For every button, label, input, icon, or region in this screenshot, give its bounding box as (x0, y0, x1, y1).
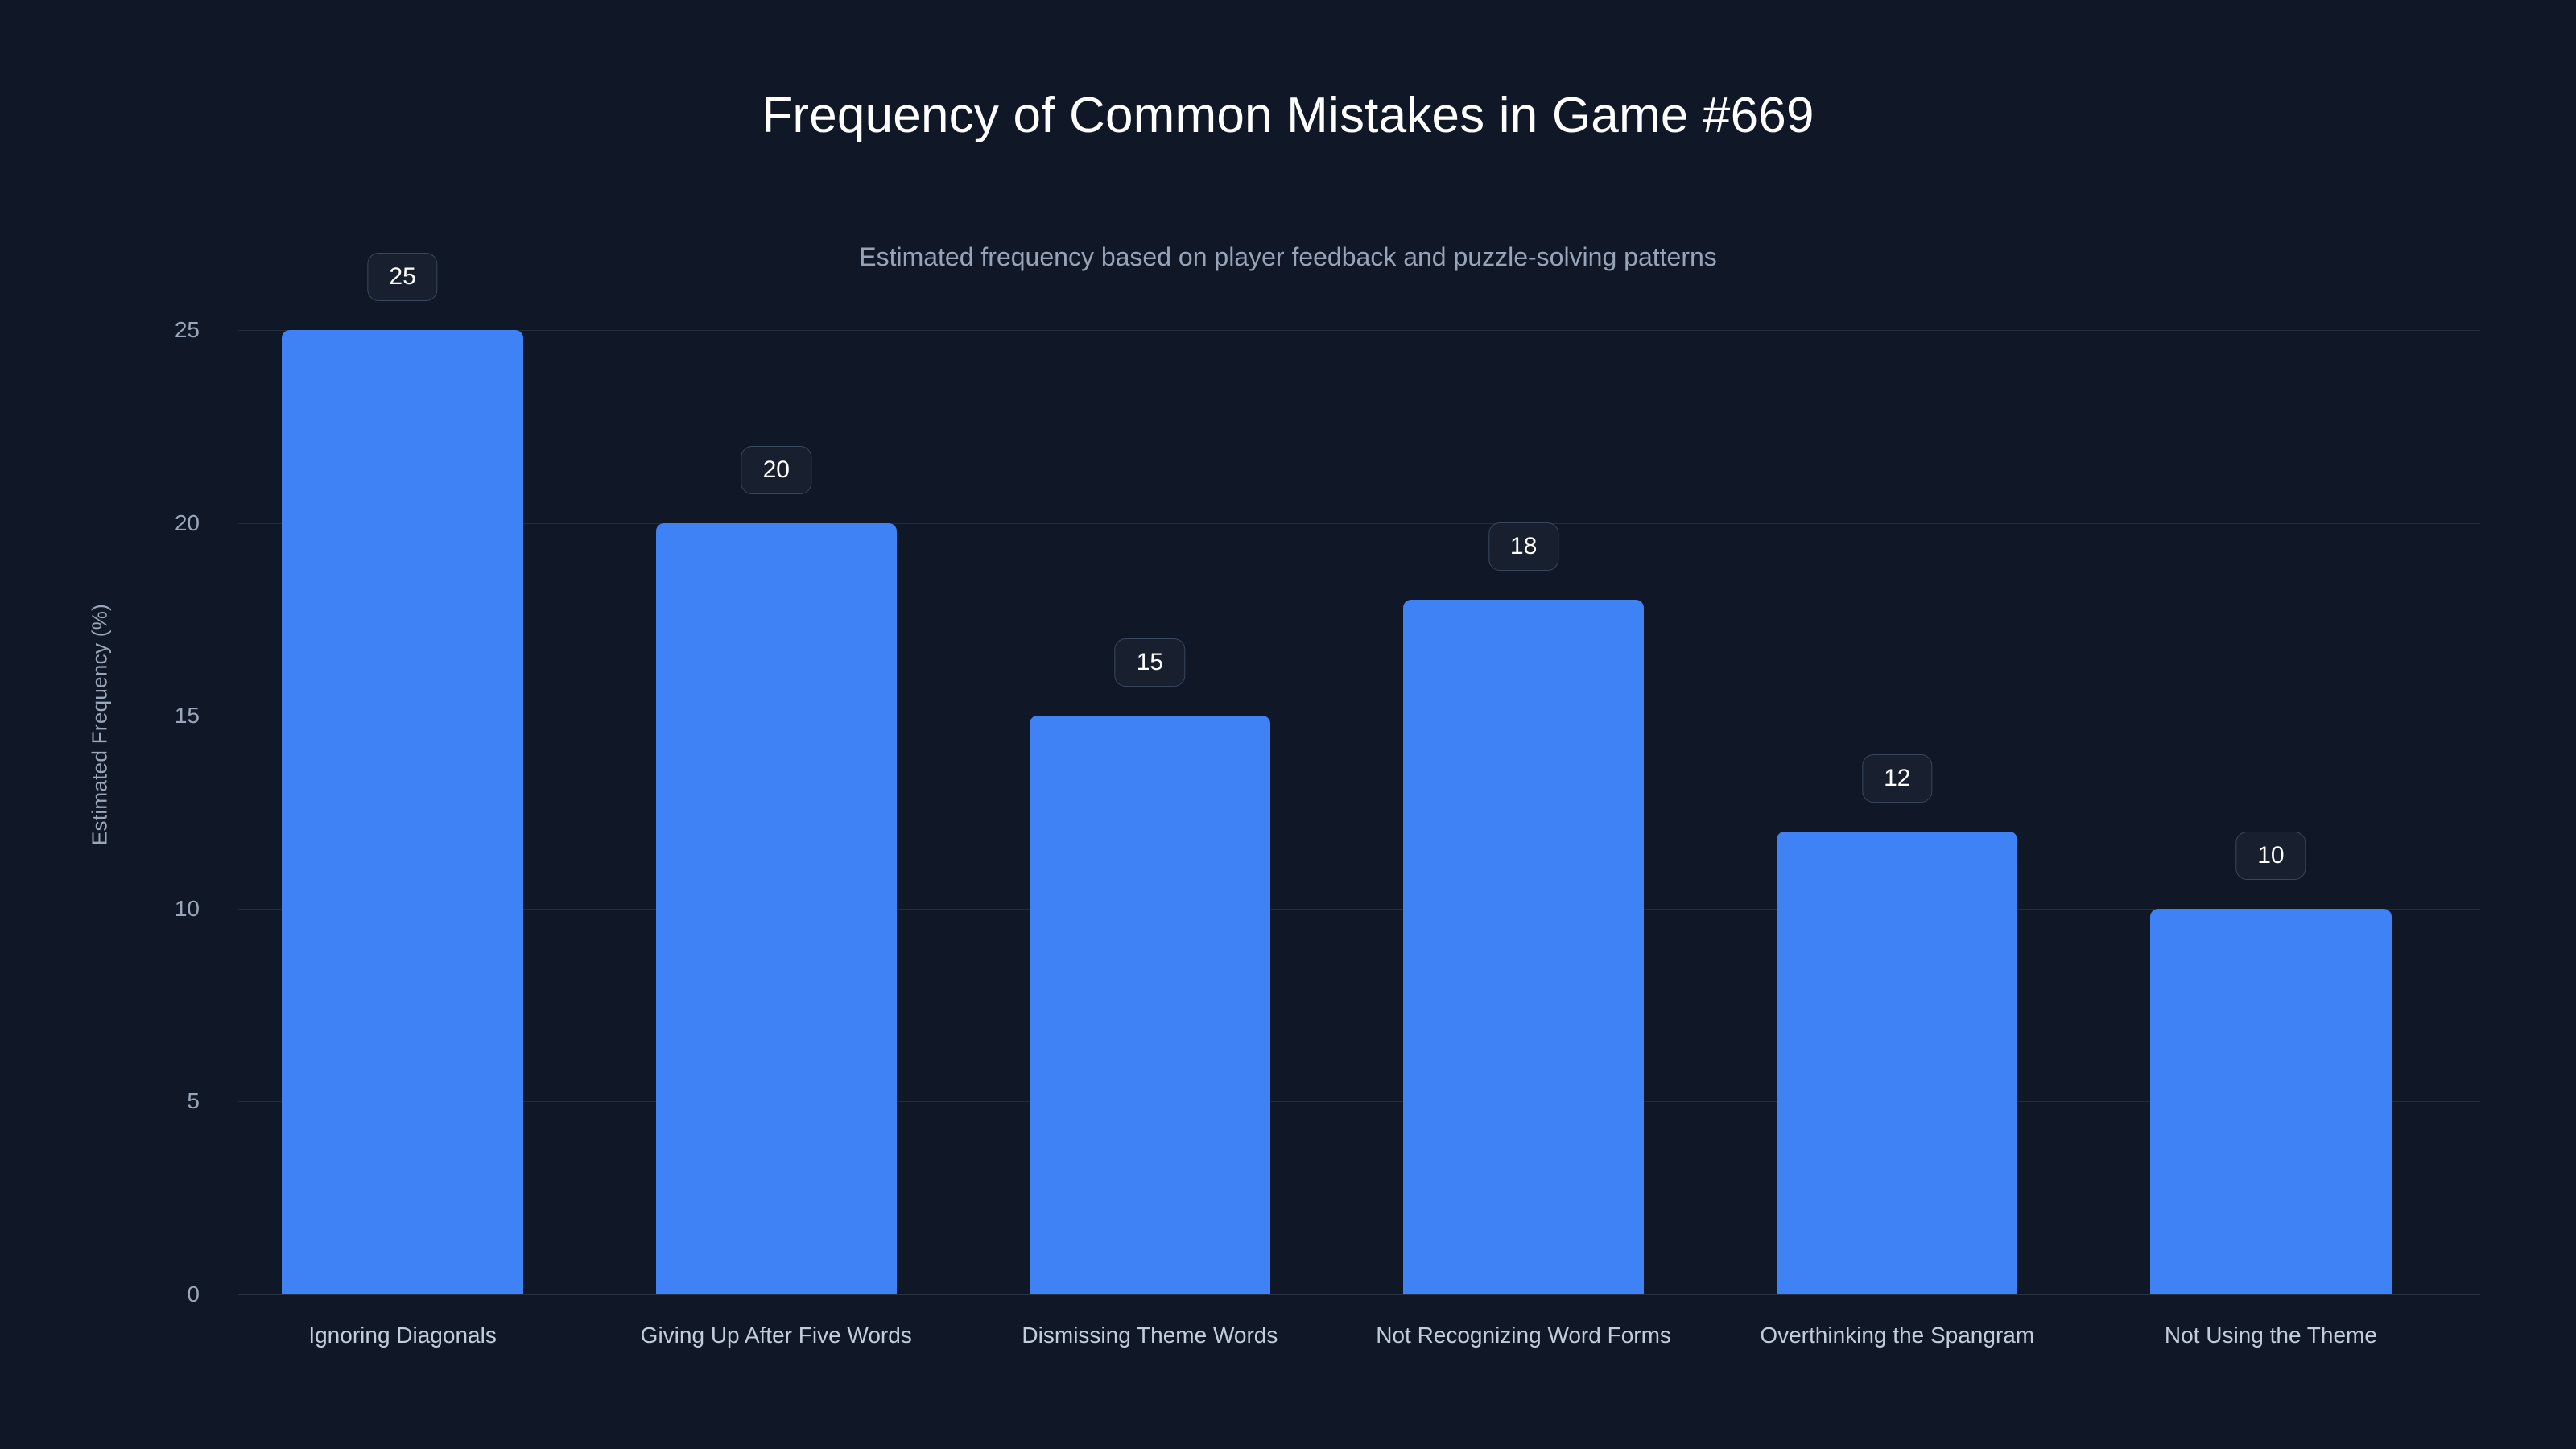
bar[interactable] (655, 522, 897, 1294)
plot-area (238, 330, 2480, 1295)
bar[interactable] (282, 330, 523, 1294)
gridline (238, 330, 2480, 331)
bar[interactable] (2150, 908, 2392, 1294)
x-axis-tick-label: Overthinking the Spangram (1760, 1323, 2035, 1348)
x-axis-tick-label: Giving Up After Five Words (640, 1323, 912, 1348)
gridline (238, 522, 2480, 524)
bar-value-badge: 12 (1862, 753, 1933, 803)
x-axis-tick-label: Dismissing Theme Words (1022, 1323, 1278, 1348)
gridline (238, 908, 2480, 910)
bar-value-badge: 25 (367, 253, 438, 301)
bar-value-badge: 10 (2235, 831, 2306, 880)
y-axis-tick-label: 0 (187, 1282, 200, 1307)
bar[interactable] (1402, 600, 1645, 1294)
bar[interactable] (1777, 831, 2018, 1294)
y-axis-tick-label: 25 (174, 317, 200, 342)
x-axis-tick-label: Not Recognizing Word Forms (1376, 1323, 1671, 1348)
x-axis-tick-label: Ignoring Diagonals (308, 1323, 497, 1348)
bar-value-badge: 15 (1114, 638, 1186, 687)
bar-value-badge: 20 (741, 445, 811, 494)
bar[interactable] (1029, 716, 1271, 1294)
gridline (238, 1101, 2480, 1103)
y-axis-tick-label: 20 (174, 510, 200, 535)
y-axis-tick-label: 15 (174, 703, 200, 729)
y-axis-tick-label: 10 (174, 895, 200, 921)
gridline (238, 1294, 2480, 1295)
y-axis-tick-label: 5 (187, 1088, 200, 1114)
x-axis-tick-label: Not Using the Theme (2164, 1323, 2377, 1348)
bar-value-badge: 18 (1488, 522, 1559, 572)
chart-subtitle: Estimated frequency based on player feed… (859, 242, 1717, 271)
page-title: Frequency of Common Mistakes in Game #66… (762, 88, 1814, 143)
